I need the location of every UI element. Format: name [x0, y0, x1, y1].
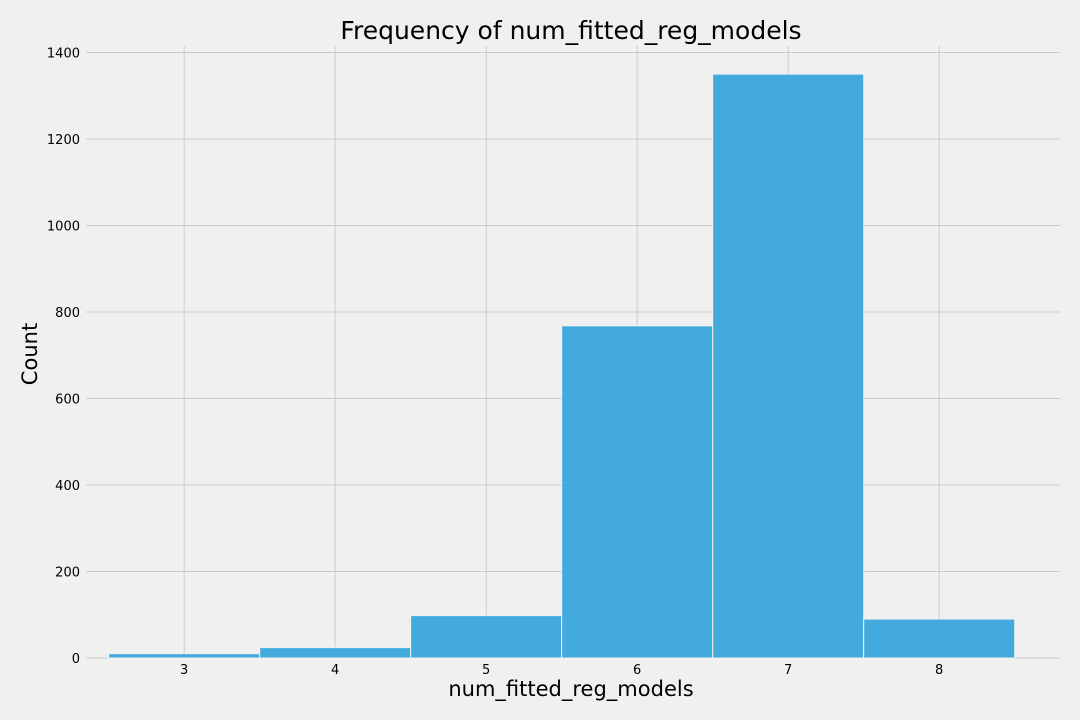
y-tick-label: 800	[55, 306, 80, 321]
x-tick-label: 8	[935, 663, 943, 678]
histogram-bar	[561, 325, 714, 659]
histogram-bar	[410, 615, 563, 659]
y-axis-label: Count	[18, 323, 42, 385]
tick-labels: 0 200 400 600 800 1000 1200 1400 3 4 5 6 7 8	[47, 46, 943, 678]
chart-title: Frequency of num_fitted_reg_models	[340, 16, 801, 45]
histogram-bar	[259, 647, 412, 659]
y-tick-label: 200	[55, 565, 80, 580]
y-tick-label: 600	[55, 392, 80, 407]
histogram-bar	[712, 73, 865, 659]
y-tick-label: 1200	[47, 133, 80, 148]
y-tick-label: 400	[55, 479, 80, 494]
x-tick-label: 7	[784, 663, 792, 678]
y-tick-label: 1400	[47, 46, 80, 61]
y-tick-label: 1000	[47, 219, 80, 234]
x-tick-label: 5	[482, 663, 490, 678]
x-tick-label: 4	[331, 663, 339, 678]
x-axis-label: num_fitted_reg_models	[448, 677, 693, 702]
bars	[108, 73, 1016, 659]
y-tick-label: 0	[72, 652, 80, 667]
x-tick-label: 6	[633, 663, 641, 678]
x-tick-label: 3	[180, 663, 188, 678]
histogram-bar	[108, 653, 261, 659]
histogram-bar	[863, 618, 1016, 659]
